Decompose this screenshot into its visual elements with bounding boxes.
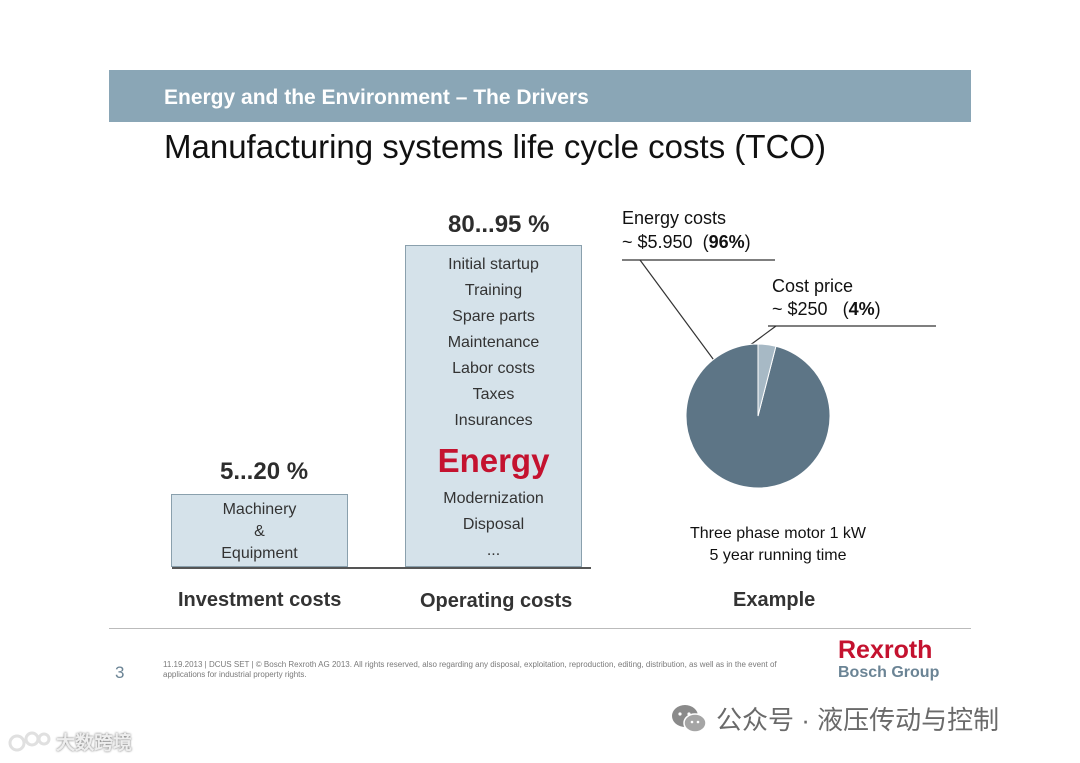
energy-costs-percent: 96% [708, 232, 745, 252]
slide-title: Manufacturing systems life cycle costs (… [164, 128, 826, 165]
example-caption: Three phase motor 1 kW 5 year running ti… [660, 523, 896, 567]
energy-highlight: Energy [437, 442, 550, 479]
section-title: Energy and the Environment – The Drivers [164, 86, 589, 109]
operating-item: Insurances [454, 412, 533, 429]
operating-percent: 80...95 % [448, 211, 550, 238]
energy-costs-label: Energy costs [622, 208, 727, 228]
investment-costs-label: Investment costs [178, 589, 342, 611]
slide-header-bar: Energy and the Environment – The Drivers [109, 70, 971, 122]
operating-item: Maintenance [447, 334, 540, 351]
cost-price-amount: ~ $250 [772, 299, 828, 319]
cost-pie-chart [622, 259, 936, 489]
operating-costs-label: Operating costs [420, 590, 573, 612]
wechat-account-name: 公众号 · 液压传动与控制 [716, 705, 1000, 735]
investment-line: & [254, 523, 265, 540]
wechat-icon [672, 704, 707, 733]
energy-costs-amount: ~ $5.950 [622, 232, 693, 252]
investment-line: Machinery [222, 501, 297, 518]
copyright-notice: 11.19.2013 | DCUS SET | © Bosch Rexroth … [163, 660, 777, 679]
investment-percent: 5...20 % [220, 458, 309, 485]
brand-mark-icon [8, 731, 51, 751]
corner-watermark-text: 大数跨境 [56, 733, 133, 754]
cost-price-value: ~ $250 (4%) [772, 299, 881, 319]
baseline [172, 567, 591, 569]
investment-box: Machinery & Equipment [171, 494, 348, 567]
footer-divider [109, 628, 971, 629]
pie-slice-cost-price [757, 343, 777, 417]
page-number: 3 [115, 663, 125, 682]
wechat-watermark: 公众号 · 液压传动与控制 [670, 700, 999, 737]
operating-box: Initial startup Training Spare parts Mai… [405, 245, 582, 567]
operating-item: Initial startup [448, 256, 539, 273]
operating-item: Taxes [472, 386, 515, 403]
cost-price-percent: 4% [848, 299, 875, 319]
operating-item: Labor costs [452, 360, 535, 377]
example-label: Example [733, 589, 816, 611]
cost-price-label: Cost price [772, 276, 854, 296]
pie-slices [685, 343, 831, 489]
operating-item: Modernization [443, 490, 544, 507]
bosch-group-logo: Bosch Group [838, 664, 940, 681]
example-caption-line: 5 year running time [709, 547, 847, 564]
corner-watermark: 大数跨境 [8, 728, 132, 755]
operating-item: Training [464, 282, 523, 299]
operating-item: Disposal [462, 516, 525, 533]
investment-line: Equipment [221, 545, 298, 562]
example-caption-line: Three phase motor 1 kW [689, 525, 867, 542]
operating-item: Spare parts [452, 308, 535, 325]
energy-costs-value: ~ $5.950 (96%) [622, 232, 751, 252]
rexroth-logo: Rexroth [838, 636, 933, 664]
operating-item: ... [486, 542, 501, 559]
